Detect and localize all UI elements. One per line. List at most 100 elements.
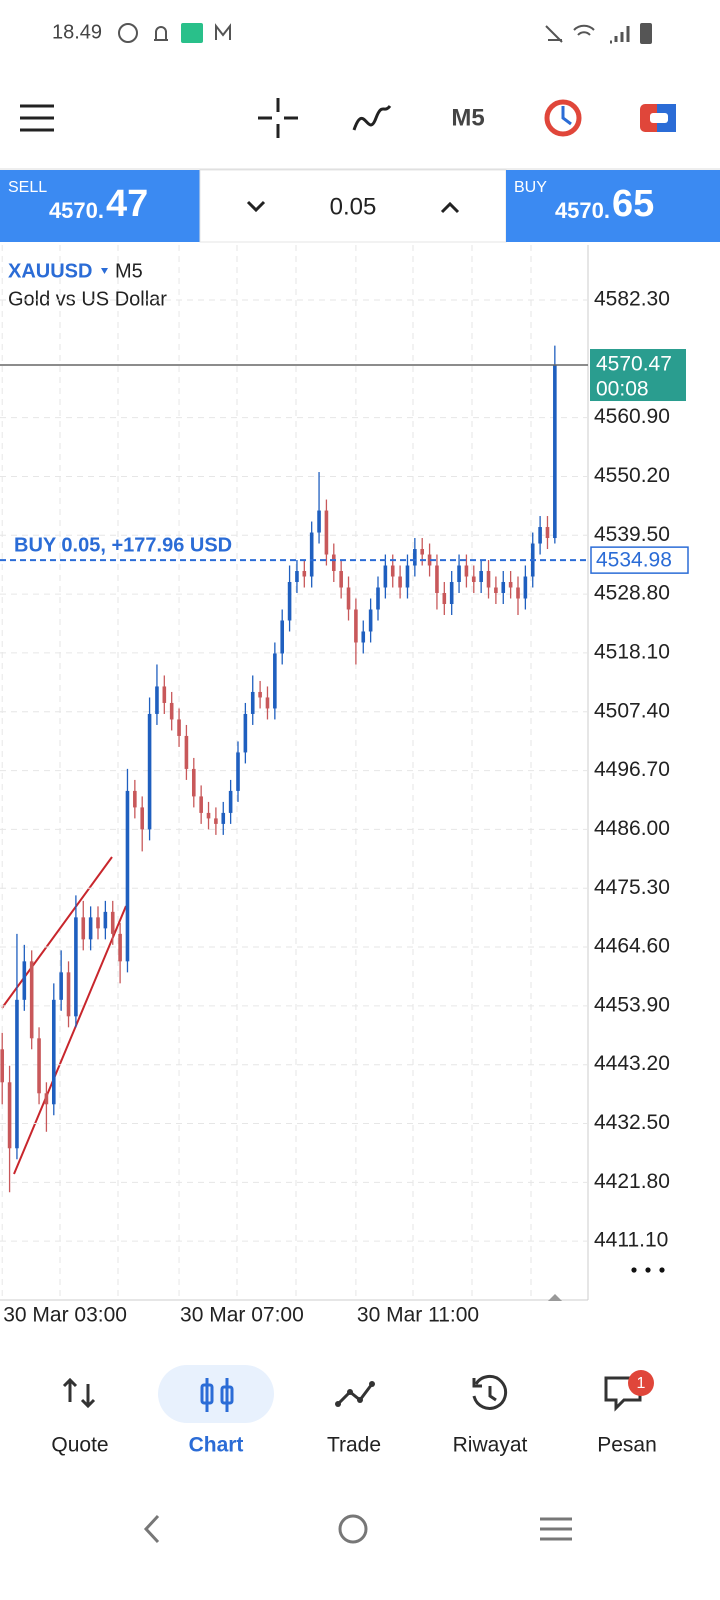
- nav-active-bg: [158, 1365, 274, 1423]
- status-time: 18.49: [52, 21, 102, 43]
- buy-button[interactable]: [506, 170, 720, 242]
- candle-body: [118, 933, 122, 962]
- candle-body: [258, 691, 262, 698]
- y-tick-label: 4421.80: [594, 1170, 670, 1193]
- candle-body: [545, 527, 550, 539]
- system-nav[interactable]: [143, 1514, 572, 1544]
- candle-body: [354, 609, 358, 643]
- y-tick-label: 4528.80: [594, 582, 670, 605]
- y-tick-label: 4443.20: [594, 1052, 670, 1075]
- candle-body: [464, 565, 469, 577]
- candle-body: [7, 1082, 12, 1149]
- candles: [0, 345, 557, 1193]
- candle-body: [140, 807, 145, 830]
- candle-body: [37, 1038, 41, 1094]
- nav-badge-count: 1: [637, 1375, 646, 1392]
- trend-channel[interactable]: [1, 856, 127, 1175]
- candle-body: [133, 790, 137, 808]
- candle-body: [457, 565, 461, 583]
- sell-price-pips: 47: [106, 183, 148, 225]
- candle-body: [228, 790, 233, 813]
- candle-body: [346, 587, 351, 610]
- candle-body: [302, 571, 307, 577]
- lot-increase[interactable]: [440, 201, 460, 214]
- candle-body: [420, 549, 425, 555]
- candle-body: [516, 587, 520, 599]
- y-tick-label: 4464.60: [594, 935, 670, 958]
- toolbar-icons[interactable]: [20, 98, 676, 138]
- y-tick-label: 4475.30: [594, 876, 670, 899]
- candle-body: [508, 582, 513, 588]
- nav-icons[interactable]: [62, 1374, 642, 1412]
- y-tick-label: 4486.00: [594, 817, 670, 840]
- candle-body: [376, 587, 380, 610]
- symbol-dropdown[interactable]: [101, 268, 108, 274]
- candle-body: [191, 768, 196, 797]
- candle-body: [494, 587, 498, 594]
- candle-body: [236, 752, 240, 791]
- candle-body: [22, 961, 27, 1000]
- nav-label[interactable]: Chart: [189, 1434, 244, 1457]
- bid-label: 4570.47: [596, 353, 672, 376]
- y-tick-label: 4582.30: [594, 288, 670, 311]
- y-tick-label: 4539.50: [594, 523, 670, 546]
- nav-badge: [628, 1370, 654, 1396]
- status-icons: [118, 23, 652, 44]
- candle-body: [199, 796, 203, 813]
- y-tick-label: 4518.10: [594, 640, 670, 663]
- candle-body: [442, 593, 447, 604]
- chart-title: Gold vs US Dollar: [8, 288, 167, 310]
- buy-price: 4570.: [555, 198, 610, 223]
- lot-size[interactable]: 0.05: [330, 193, 377, 220]
- y-tick-label: 4411.10: [594, 1229, 668, 1252]
- candle-body: [486, 571, 491, 588]
- candle-body: [15, 999, 19, 1149]
- candle-body: [361, 631, 366, 643]
- candle-body: [449, 582, 454, 604]
- candle-body: [147, 713, 152, 830]
- candle-body: [398, 576, 402, 588]
- nav-label[interactable]: Quote: [51, 1434, 108, 1457]
- toolbar-timeframe[interactable]: M5: [451, 104, 484, 131]
- candle-body: [184, 735, 189, 769]
- candle-body: [339, 571, 343, 588]
- x-tick-label: 30 Mar 11:00: [357, 1304, 479, 1327]
- candle-body: [51, 999, 56, 1105]
- candle-body: [44, 1093, 49, 1105]
- sell-label: SELL: [8, 179, 47, 196]
- candle-body: [295, 571, 299, 583]
- y-tick-label: 4550.20: [594, 464, 670, 487]
- candle-body: [435, 565, 439, 594]
- candle-body: [405, 565, 410, 588]
- y-tick-label: 4496.70: [594, 758, 670, 781]
- candle-body: [81, 917, 86, 940]
- lot-decrease[interactable]: [246, 200, 266, 213]
- candle-body: [66, 972, 71, 1017]
- candle-body: [0, 1049, 5, 1083]
- candle-body: [88, 917, 93, 940]
- candle-body: [471, 576, 476, 583]
- candle-body: [553, 365, 557, 539]
- y-tick-label: 4432.50: [594, 1111, 670, 1134]
- buy-label: BUY: [514, 179, 547, 196]
- candle-body: [155, 686, 159, 714]
- candle-body: [221, 812, 226, 824]
- bid-label-bg: [590, 349, 686, 402]
- candle-body: [309, 532, 314, 577]
- candle-body: [59, 972, 63, 1000]
- candle-body: [96, 917, 100, 929]
- candle-body: [331, 554, 336, 572]
- candle-body: [368, 609, 373, 632]
- position-label-bg: [590, 546, 689, 574]
- nav-label[interactable]: Pesan: [597, 1434, 657, 1457]
- nav-label[interactable]: Riwayat: [453, 1434, 528, 1457]
- candle-body: [390, 565, 395, 577]
- nav-label[interactable]: Trade: [327, 1434, 381, 1457]
- sell-button[interactable]: [0, 170, 200, 242]
- y-tick-label: 4507.40: [594, 699, 670, 722]
- more-menu[interactable]: [631, 1267, 665, 1273]
- candle-body: [125, 790, 130, 962]
- symbol[interactable]: XAUUSD: [8, 260, 92, 282]
- scroll-marker[interactable]: [548, 1294, 562, 1301]
- candle-body: [427, 554, 432, 566]
